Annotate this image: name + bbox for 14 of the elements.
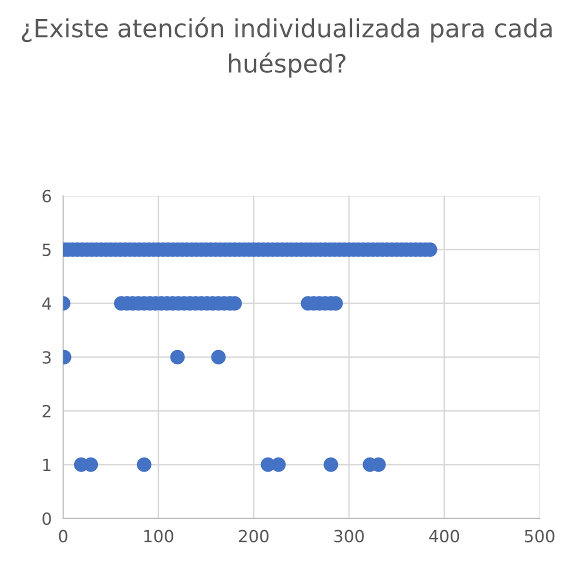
x-tick-label: 500	[524, 530, 554, 542]
chart-title: ¿Existe atención individualizada para cada huésped?	[22, 17, 552, 78]
y-tick-label: 6	[42, 190, 51, 202]
y-tick-label: 2	[42, 404, 50, 418]
x-tick-label: 200	[239, 530, 269, 542]
y-tick-label: 4	[42, 298, 52, 310]
x-tick-label: 400	[429, 530, 460, 542]
y-tick-label: 0	[42, 512, 51, 525]
y-tick-label: 1	[43, 458, 50, 471]
y-tick-label: 5	[42, 244, 51, 256]
x-tick-label: 0	[58, 530, 68, 542]
x-tick-label: 300	[334, 530, 364, 542]
x-tick-label: 100	[144, 530, 174, 542]
y-tick-label: 3	[42, 351, 51, 364]
